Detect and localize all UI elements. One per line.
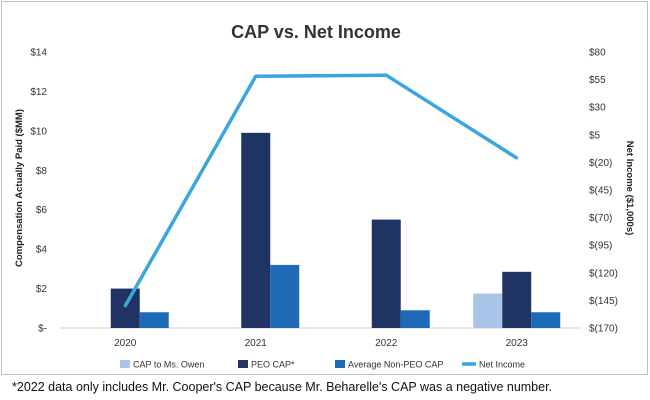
legend: CAP to Ms. Owen PEO CAP* Average Non-PEO C… bbox=[120, 360, 525, 370]
net-income-point-2023 bbox=[515, 156, 519, 160]
right-tick-labels: $(170) $(145) $(120) $(95) $(70) $(45) $(20) $5… bbox=[589, 48, 618, 335]
right-tick-label: $(95) bbox=[589, 241, 612, 252]
legend-label-peo-cap: PEO CAP* bbox=[251, 360, 295, 370]
right-tick-label: $(20) bbox=[589, 158, 612, 169]
y-axis-label-right: Net Income ($1,000s) bbox=[624, 141, 635, 236]
legend-label-net-income: Net Income bbox=[479, 360, 525, 370]
right-tick-label: $5 bbox=[589, 130, 601, 141]
left-tick-label: $6 bbox=[36, 205, 48, 216]
net-income-line bbox=[123, 73, 518, 307]
legend-swatch-average-non-peo-cap bbox=[335, 360, 345, 368]
bar-peo-cap-2021 bbox=[241, 132, 271, 328]
net-income-point-2020 bbox=[123, 304, 127, 308]
net-income-point-2022 bbox=[384, 73, 388, 77]
legend-label-average-non-peo-cap: Average Non-PEO CAP bbox=[348, 360, 443, 370]
legend-label-cap-to-ms-owen: CAP to Ms. Owen bbox=[133, 360, 204, 370]
left-tick-label: $8 bbox=[36, 166, 48, 177]
x-tick-label: 2021 bbox=[245, 338, 268, 349]
bar-peo-cap-2023 bbox=[502, 271, 532, 328]
bar-cap-to-ms-owen-2023 bbox=[473, 293, 503, 328]
chart-svg: CAP vs. Net Income Compensation Actually… bbox=[14, 22, 635, 370]
x-tick-label: 2023 bbox=[506, 338, 529, 349]
x-tick-label: 2022 bbox=[375, 338, 398, 349]
right-tick-label: $(70) bbox=[589, 213, 612, 224]
x-tick-labels: 2020 2021 2022 2023 bbox=[114, 338, 528, 349]
right-tick-label: $(145) bbox=[589, 296, 618, 307]
left-tick-label: $14 bbox=[30, 48, 47, 59]
legend-swatch-peo-cap bbox=[238, 360, 248, 368]
bar-average-non-peo-cap-2022 bbox=[400, 310, 430, 328]
left-tick-label: $- bbox=[38, 324, 47, 335]
right-tick-label: $55 bbox=[589, 75, 606, 86]
chart-title: CAP vs. Net Income bbox=[231, 22, 401, 42]
right-tick-label: $(170) bbox=[589, 324, 618, 335]
bar-average-non-peo-cap-2020 bbox=[139, 312, 169, 328]
x-tick-label: 2020 bbox=[114, 338, 137, 349]
right-tick-label: $80 bbox=[589, 48, 606, 59]
left-tick-labels: $- $2 $4 $6 $8 $10 $12 $14 bbox=[30, 48, 47, 335]
right-tick-label: $(45) bbox=[589, 186, 612, 197]
bars bbox=[110, 132, 561, 328]
bar-average-non-peo-cap-2021 bbox=[270, 264, 300, 328]
net-income-point-2021 bbox=[254, 74, 258, 78]
bar-average-non-peo-cap-2023 bbox=[531, 312, 561, 328]
footnote: *2022 data only includes Mr. Cooper's CA… bbox=[12, 380, 553, 394]
left-tick-label: $4 bbox=[36, 245, 48, 256]
chart-frame: CAP vs. Net Income Compensation Actually… bbox=[1, 1, 648, 375]
right-tick-label: $30 bbox=[589, 103, 606, 114]
bar-peo-cap-2022 bbox=[371, 219, 401, 328]
bar-peo-cap-2020 bbox=[110, 288, 140, 328]
left-tick-label: $12 bbox=[30, 87, 47, 98]
line-layer bbox=[123, 73, 519, 308]
y-axis-label-left: Compensation Actually Paid ($MM) bbox=[14, 109, 25, 267]
left-tick-label: $10 bbox=[30, 126, 47, 137]
right-tick-label: $(120) bbox=[589, 268, 618, 279]
legend-swatch-cap-to-ms-owen bbox=[120, 360, 130, 368]
left-tick-label: $2 bbox=[36, 284, 48, 295]
